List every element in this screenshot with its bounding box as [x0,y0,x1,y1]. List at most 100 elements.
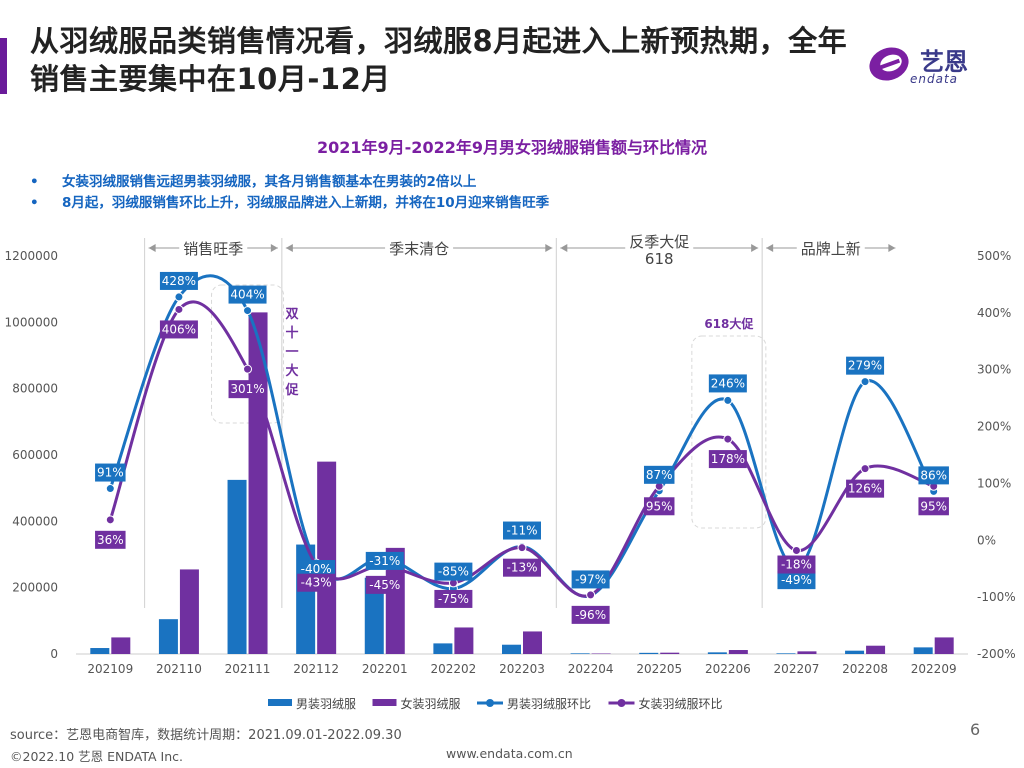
footer-url: www.endata.com.cn [446,746,573,761]
label-male-mom-box [95,463,126,482]
bullet-dot: • [30,174,39,190]
footer-copyright: ©2022.10 艺恩 ENDATA Inc. [10,749,184,764]
annotation-618: 618大促 [704,316,754,331]
label-female-mom: -45% [369,578,400,592]
label-male-mom: 246% [711,376,745,390]
bullet-dot: • [30,195,39,211]
label-male-mom-box [228,285,267,304]
legend-label: 男装羽绒服环比 [507,697,591,711]
x-tick-label: 202202 [430,662,476,676]
period-sublabel: 618 [645,250,674,268]
headline-accent-bar [0,38,7,94]
label-female-mom-box [643,497,675,516]
x-tick-label: 202203 [499,662,545,676]
label-male-mom-box [159,271,198,290]
line-male-mom-point [860,377,870,387]
label-male-mom: -49% [781,573,812,587]
bar-female [454,627,474,654]
y-right-tick-label: 300% [977,363,1011,377]
label-male-mom-box [365,551,404,570]
legend-swatch-dot [486,699,494,707]
y-left-tick-label: 1000000 [5,315,58,329]
arrow-head-icon [270,244,278,252]
label-female-mom-box [297,573,336,592]
bar-male [845,650,865,654]
bar-female [317,461,337,654]
arrow-head-icon [888,244,896,252]
arrow-head-icon [148,244,156,252]
logo-cn-text: 艺恩 [920,48,968,76]
y-left-tick-label: 200000 [12,581,58,595]
bar-male [502,644,521,654]
x-tick-label: 202208 [842,662,888,676]
page-number: 6 [970,720,981,739]
bar-female [660,652,680,654]
label-male-mom-box [434,562,473,581]
logo-en-text: endata [910,72,959,86]
label-male-mom-box [297,560,336,579]
bar-male [776,653,796,654]
label-male-mom: -40% [301,562,332,576]
bar-female [934,637,954,654]
bar-male [158,619,178,654]
chart-title: 2021年9月-2022年9月男女羽绒服销售额与环比情况 [317,138,707,157]
label-female-mom: 36% [97,533,124,547]
insight-bullets: • 女装羽绒服销售远超男装羽绒服，其各月销售额基本在男装的2倍以上 • 8月起，羽绒… [30,172,549,214]
annotation-double11: 大 [285,363,298,379]
label-female-mom-box [159,320,198,339]
bar-female [385,547,405,654]
label-female-mom: -75% [438,592,469,606]
line-female-mom-point [723,434,733,444]
y-left-tick-label: 400000 [12,514,58,528]
label-male-mom: 279% [848,359,882,373]
label-male-mom-box [918,466,949,485]
label-female-mom: -13% [506,561,537,575]
highlight-box-618 [691,335,767,529]
bullet-text: 女装羽绒服销售远超男装羽绒服，其各月销售额基本在男装的2倍以上 [62,174,477,190]
annotation-double11: 十 [285,325,298,341]
line-female-mom-point [243,364,253,374]
label-female-mom-box [846,479,885,498]
label-male-mom-box [846,356,885,375]
endata-logo: 艺恩 endata [862,40,992,90]
x-tick-label: 202112 [293,662,339,676]
label-male-mom: -85% [438,565,469,579]
x-tick-label: 202204 [568,662,614,676]
line-female-mom-point [174,304,184,314]
label-male-mom: -31% [369,554,400,568]
line-male-mom-point [174,292,184,302]
x-tick-label: 202207 [774,662,820,676]
bar-female [866,645,886,654]
y-right-tick-label: 400% [977,306,1011,320]
y-left-tick-label: 800000 [12,382,58,396]
y-right-tick-label: 500% [977,249,1011,263]
arrow-head-icon [766,244,774,252]
period-label: 销售旺季 [183,240,243,258]
line-female-mom-point [860,464,870,474]
label-male-mom: -97% [575,572,606,586]
y-left-tick-label: 600000 [12,448,58,462]
label-male-mom: 404% [230,288,264,302]
x-tick-label: 202206 [705,662,751,676]
y-left-tick-label: 1200000 [5,249,58,263]
label-male-mom: -11% [506,524,537,538]
y-right-tick-label: -200% [977,647,1016,661]
arrow-head-icon [751,244,759,252]
line-male-mom-point [723,395,733,405]
legend-label: 女装羽绒服 [401,696,461,711]
label-female-mom: 178% [711,452,745,466]
line-female-mom-point [517,543,527,553]
label-male-mom: 428% [162,274,196,288]
line-female-mom [108,300,935,598]
y-left-tick-label: 0 [50,647,58,661]
arrow-head-icon [545,244,553,252]
bar-female [179,569,199,654]
legend-swatch-dot [617,699,626,707]
bar-male [433,643,453,654]
y-right-tick-label: 0% [977,533,996,547]
annotation-double11: 一 [285,345,298,360]
legend-swatch-bar [372,699,397,706]
bar-male [707,652,727,654]
x-tick-label: 202209 [911,662,957,676]
